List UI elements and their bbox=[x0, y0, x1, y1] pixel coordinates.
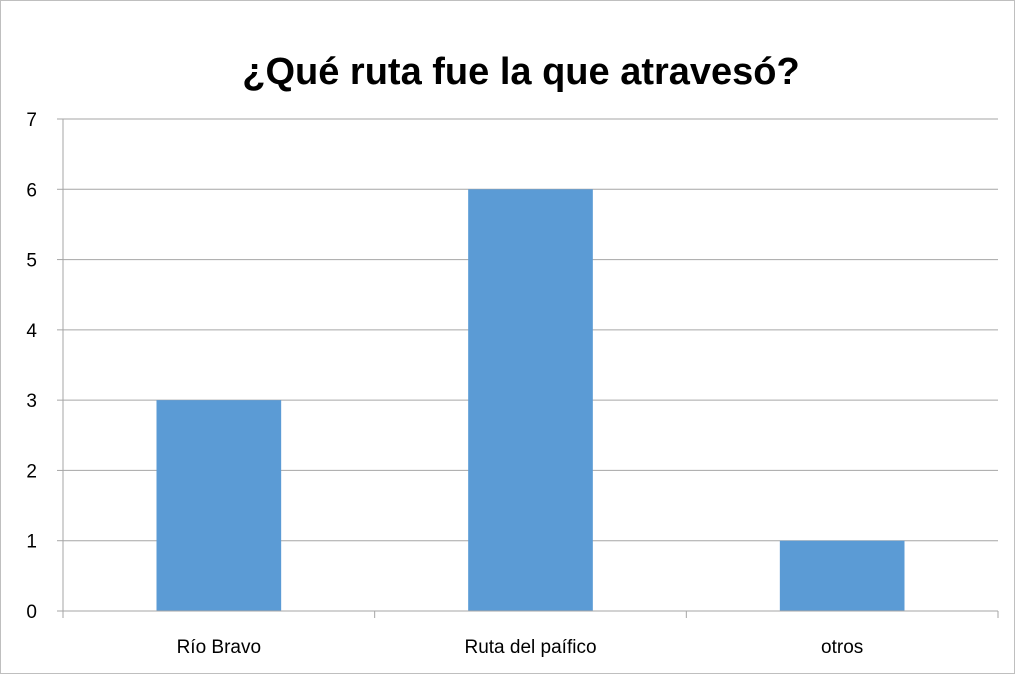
x-category-label: Río Bravo bbox=[177, 637, 261, 658]
axis-labels: 0 1 2 3 4 5 6 7 Río Bravo Ruta del paífico otros bbox=[26, 110, 863, 658]
y-tick-label: 4 bbox=[26, 321, 37, 342]
y-tick-label: 0 bbox=[26, 602, 37, 623]
x-category-label: Ruta del paífico bbox=[464, 637, 596, 658]
y-tick-label: 7 bbox=[26, 110, 37, 131]
y-tick-label: 1 bbox=[26, 532, 37, 553]
y-tick-label: 6 bbox=[26, 180, 37, 201]
y-tick-label: 5 bbox=[26, 251, 37, 272]
chart-title: ¿Qué ruta fue la que atravesó? bbox=[242, 51, 799, 93]
x-category-label: otros bbox=[821, 637, 863, 658]
axes bbox=[57, 118, 999, 618]
bar bbox=[468, 189, 593, 612]
y-tick-label: 2 bbox=[26, 461, 37, 482]
y-tick-label: 3 bbox=[26, 391, 37, 412]
bars bbox=[156, 189, 905, 612]
bar bbox=[779, 540, 905, 611]
bar bbox=[156, 400, 282, 611]
